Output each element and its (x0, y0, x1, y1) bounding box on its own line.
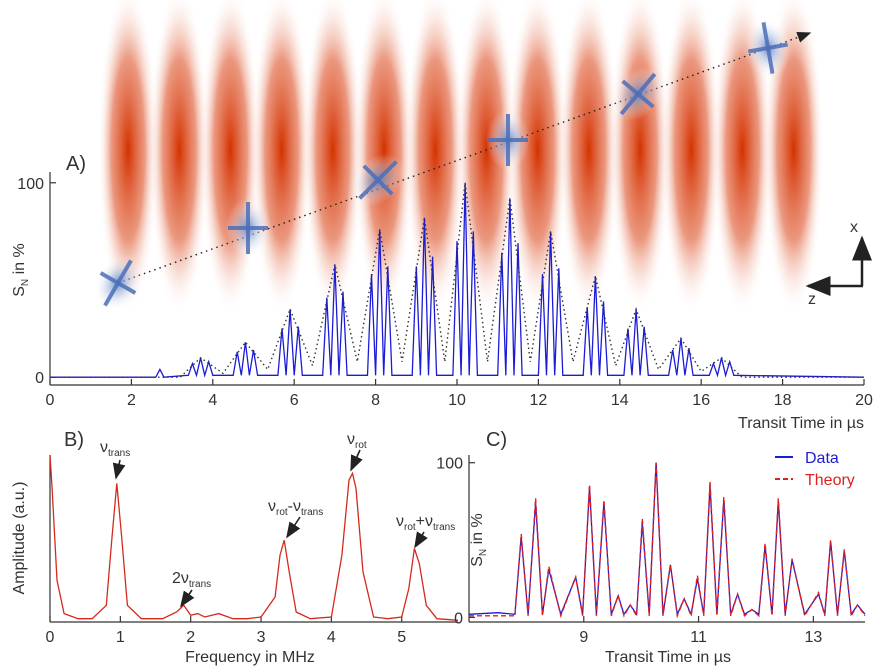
data-line (49, 454, 459, 621)
peak-annotation-part: rot (276, 507, 288, 518)
x-tick-label: 20 (855, 392, 873, 409)
x-tick-label: 13 (804, 629, 822, 646)
x-tick-label: 1 (116, 629, 125, 646)
peak-annotation: νrot (347, 431, 367, 451)
x-tick-label: 2 (127, 392, 136, 409)
x-axis-title: Transit Time in µs (605, 649, 731, 666)
axis-arrow-label: x (850, 219, 858, 236)
x-tick-label: 18 (774, 392, 792, 409)
annotation-arrow (286, 516, 301, 539)
panel-label: B) (64, 429, 84, 451)
coordinate-arrows: x z (805, 219, 872, 308)
y-axis-title-part: N (478, 549, 489, 556)
y-axis-title: Amplitude (a.u.) (11, 482, 28, 595)
x-axis-title: Frequency in MHz (185, 649, 315, 666)
x-tick-label: 9 (579, 629, 588, 646)
y-axis-title: SN in % (469, 513, 489, 566)
y-axis-title-part: in % (469, 513, 486, 549)
fringe (200, 0, 261, 315)
x-tick-label: 6 (290, 392, 299, 409)
fringe (251, 0, 312, 315)
x-tick-label: 4 (327, 629, 336, 646)
x-tick-label: 16 (692, 392, 710, 409)
legend-label: Data (805, 450, 839, 467)
legend-label: Theory (805, 472, 855, 489)
x-tick-label: 3 (257, 629, 266, 646)
fringe (610, 0, 670, 315)
peak-annotation-part: 2ν (172, 570, 189, 587)
x-tick-label: 0 (46, 392, 55, 409)
axis-arrow-label: z (808, 291, 816, 308)
peak-annotation-part: ν (347, 431, 355, 448)
fringe (149, 0, 210, 315)
peak-annotation-part: rot (404, 522, 416, 533)
annotation-arrow (180, 589, 195, 608)
y-axis-title-part: S (11, 286, 28, 297)
x-axis-title: Transit Time in µs (738, 415, 864, 432)
y-axis-title-part: in % (11, 243, 28, 279)
x-tick-label: 5 (397, 629, 406, 646)
x-tick-label: 2 (186, 629, 195, 646)
fringe (712, 0, 773, 315)
panel-label: C) (486, 429, 507, 451)
y-tick-label: 0 (35, 370, 44, 387)
fringe (763, 0, 824, 315)
fringe (405, 0, 466, 315)
annotation-arrow (112, 459, 126, 480)
peak-annotation-part: ν (268, 498, 276, 515)
fringe (558, 0, 619, 315)
data-line (469, 462, 866, 619)
peak-annotation-part: ν (100, 439, 108, 456)
panel-label: A) (66, 153, 86, 175)
x-tick-label: 8 (371, 392, 380, 409)
y-tick-label: 100 (436, 456, 463, 473)
y-tick-label: 0 (454, 610, 463, 627)
y-axis-title-part: N (20, 279, 31, 286)
peak-annotation: νrot+νtrans (396, 513, 455, 533)
fringe (302, 0, 363, 315)
peak-annotation-part: trans (301, 507, 323, 518)
fringe (661, 0, 722, 315)
x-tick-label: 11 (690, 629, 707, 646)
light-fringes (98, 0, 824, 315)
peak-annotation-part: ν (396, 513, 404, 530)
annotation-arrow (350, 449, 363, 472)
annotation-arrow (414, 531, 428, 549)
peak-annotation-part: rot (355, 440, 367, 451)
fringe (507, 0, 568, 315)
x-tick-label: 4 (208, 392, 217, 409)
x-tick-label: 0 (46, 629, 55, 646)
peak-annotation: νtrans (100, 439, 130, 459)
x-tick-label: 12 (530, 392, 548, 409)
x-tick-label: 14 (611, 392, 629, 409)
y-tick-label: 100 (17, 176, 44, 193)
x-tick-label: 10 (448, 392, 466, 409)
peak-annotation-part: -ν (288, 498, 301, 515)
peak-annotation-part: trans (433, 522, 455, 533)
fringe (456, 0, 517, 315)
y-axis-title: SN in % (11, 243, 31, 296)
peak-annotation: νrot-νtrans (268, 498, 323, 518)
y-axis-title-part: Amplitude (a.u.) (11, 482, 28, 595)
peak-annotation-part: +ν (416, 513, 433, 530)
peak-annotation-part: trans (189, 579, 211, 590)
y-axis-title-part: S (469, 556, 486, 567)
peak-annotation: 2νtrans (172, 570, 211, 590)
peak-annotation-part: trans (108, 448, 130, 459)
fringe (98, 0, 158, 315)
